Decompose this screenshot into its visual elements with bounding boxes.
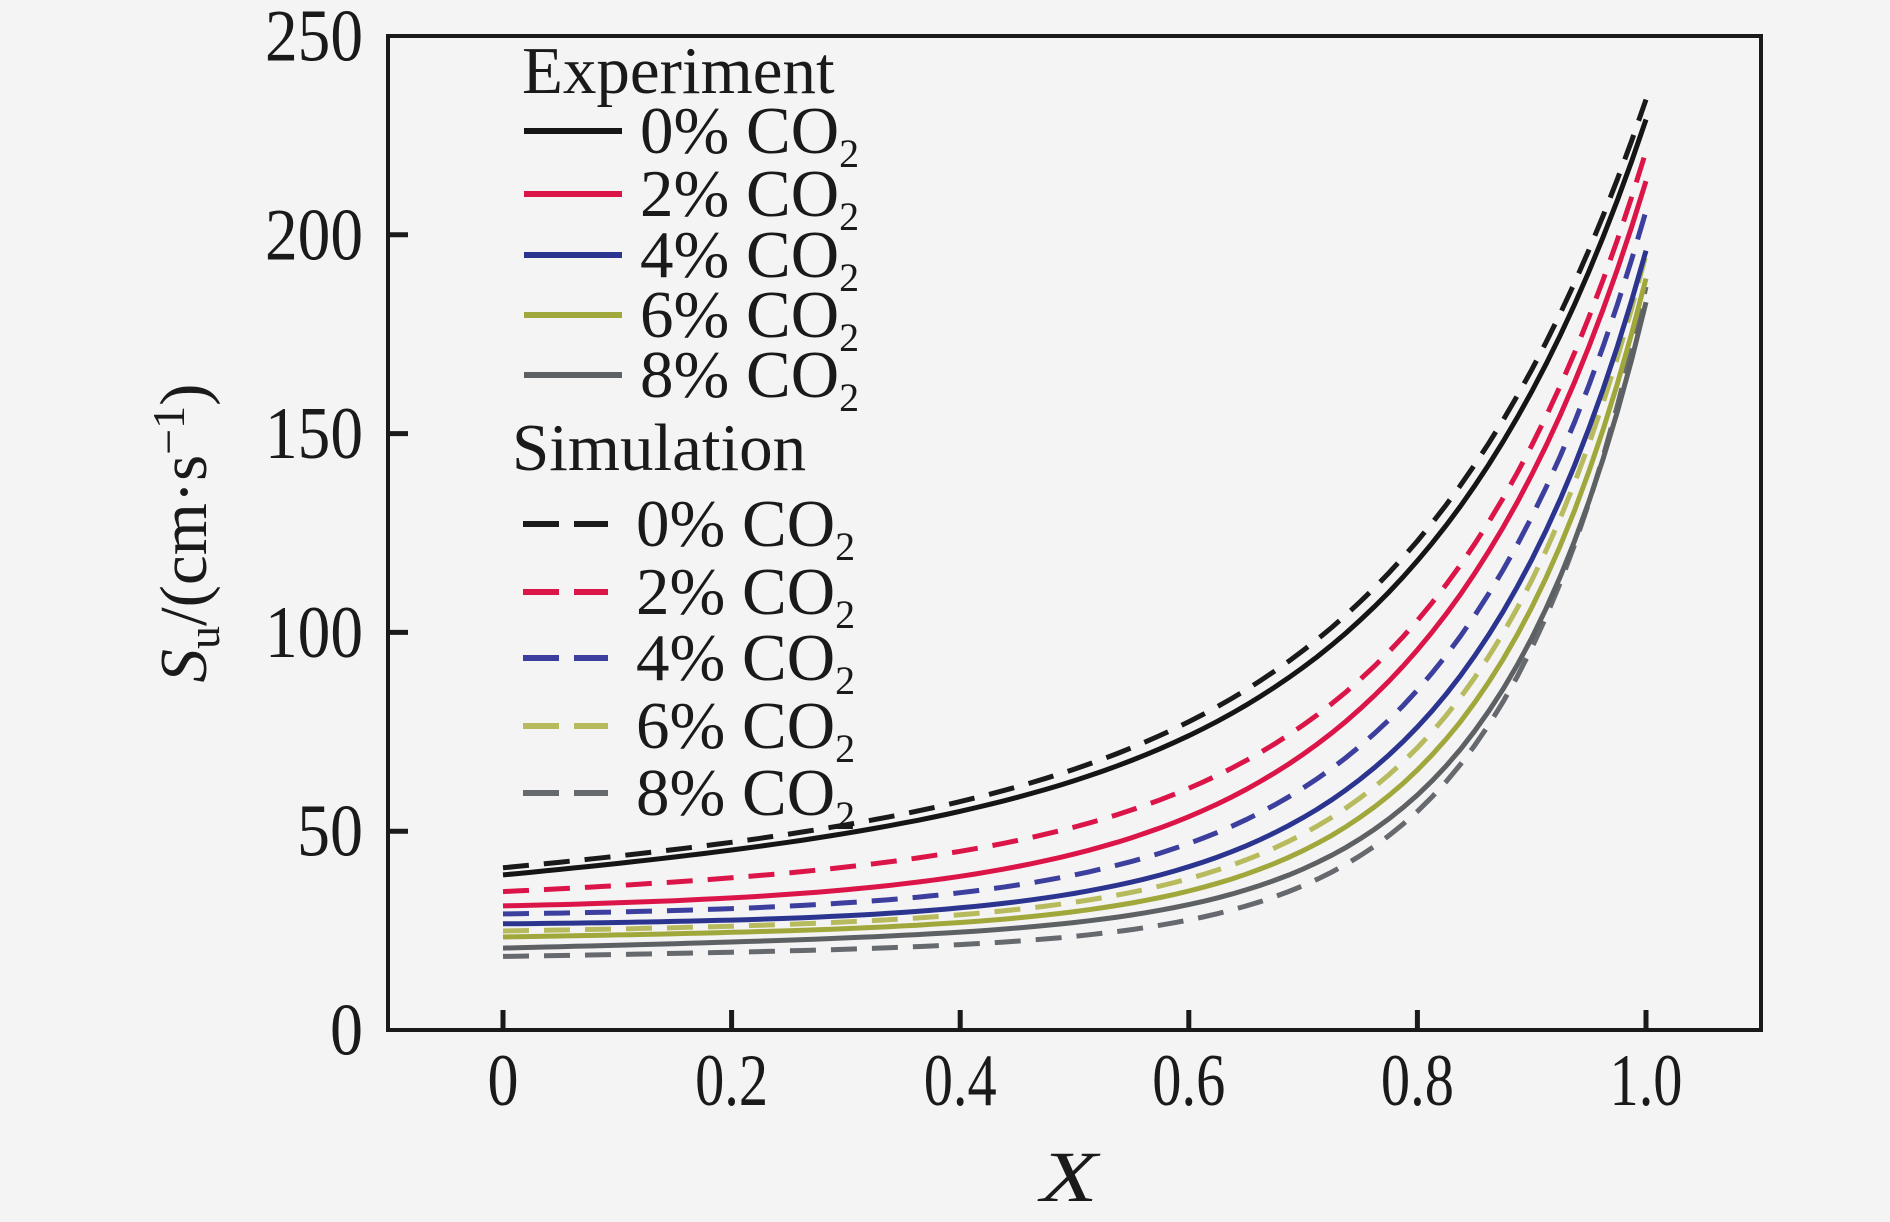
- svg-text:4% CO2: 4% CO2: [636, 621, 855, 703]
- svg-text:50: 50: [297, 791, 363, 873]
- svg-text:0.4: 0.4: [924, 1040, 997, 1122]
- svg-text:4% CO2: 4% CO2: [640, 218, 859, 300]
- svg-text:100: 100: [265, 592, 363, 674]
- svg-text:1.0: 1.0: [1610, 1040, 1683, 1122]
- svg-text:8% CO2: 8% CO2: [640, 338, 859, 420]
- svg-text:0.6: 0.6: [1152, 1040, 1225, 1122]
- svg-text:0% CO2: 0% CO2: [636, 487, 855, 569]
- svg-text:6% CO2: 6% CO2: [636, 689, 855, 771]
- svg-text:Su/(cm·s−1): Su/(cm·s−1): [143, 384, 229, 683]
- svg-text:0% CO2: 0% CO2: [640, 94, 859, 176]
- svg-text:2% CO2: 2% CO2: [640, 157, 859, 239]
- svg-text:0.8: 0.8: [1381, 1040, 1454, 1122]
- svg-text:Experiment: Experiment: [522, 34, 835, 108]
- svg-text:200: 200: [265, 194, 363, 276]
- svg-text:Simulation: Simulation: [512, 411, 806, 485]
- svg-text:0: 0: [330, 990, 363, 1072]
- svg-text:X: X: [1037, 1137, 1102, 1217]
- svg-text:6% CO2: 6% CO2: [640, 278, 859, 360]
- svg-text:0.2: 0.2: [695, 1040, 768, 1122]
- svg-text:2% CO2: 2% CO2: [636, 555, 855, 637]
- svg-text:150: 150: [265, 393, 363, 475]
- svg-text:0: 0: [488, 1040, 519, 1122]
- svg-text:8% CO2: 8% CO2: [636, 756, 855, 838]
- svg-text:250: 250: [265, 0, 363, 78]
